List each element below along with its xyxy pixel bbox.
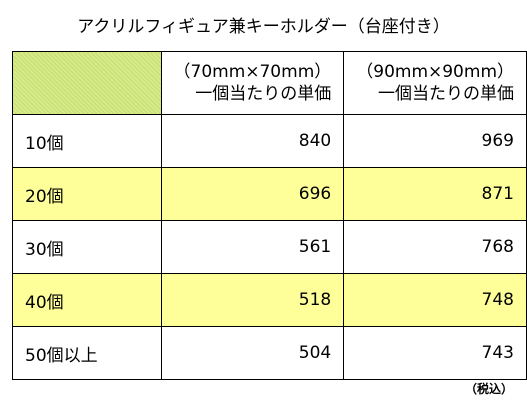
price-cell: 518 — [160, 273, 345, 327]
corner-cell — [12, 51, 162, 115]
table-row: 20個 696 871 — [12, 167, 527, 221]
quantity-cell: 20個 — [12, 167, 162, 221]
price-cell: 969 — [343, 114, 527, 168]
table-row: 10個 840 969 — [12, 114, 527, 168]
quantity-cell: 40個 — [12, 273, 162, 327]
price-cell: 768 — [343, 220, 527, 274]
table-body: （70mm×70mm） 一個当たりの単価 （90mm×90mm） 一個当たりの単価 10… — [12, 51, 527, 380]
header-cell: （90mm×90mm） 一個当たりの単価 — [343, 51, 527, 115]
price-cell: 504 — [160, 326, 345, 380]
price-cell: 743 — [343, 326, 527, 380]
quantity-cell: 10個 — [12, 114, 162, 168]
price-cell: 871 — [343, 167, 527, 221]
header-label: 一個当たりの単価 — [378, 84, 514, 104]
header-cell: （70mm×70mm） 一個当たりの単価 — [160, 51, 345, 115]
note: （税込） — [464, 382, 513, 396]
table-row: 50個以上 504 743 — [12, 326, 527, 380]
quantity-cell: 50個以上 — [12, 326, 162, 380]
header-size: （90mm×90mm） — [356, 62, 514, 82]
header-size: （70mm×70mm） — [173, 62, 332, 82]
title: アクリルフィギュア兼キーホルダー（台座付き） — [77, 17, 450, 37]
header-row: （70mm×70mm） 一個当たりの単価 （90mm×90mm） 一個当たりの単価 — [12, 51, 527, 115]
price-cell: 696 — [160, 167, 345, 221]
price-cell: 748 — [343, 273, 527, 327]
price-table: （70mm×70mm） 一個当たりの単価 （90mm×90mm） 一個当たりの単価 10… — [12, 51, 527, 380]
quantity-cell: 30個 — [12, 220, 162, 274]
header-label: 一個当たりの単価 — [195, 84, 332, 104]
table-row: 30個 561 768 — [12, 220, 527, 274]
price-cell: 561 — [160, 220, 345, 274]
table-row: 40個 518 748 — [12, 273, 527, 327]
price-cell: 840 — [160, 114, 345, 168]
